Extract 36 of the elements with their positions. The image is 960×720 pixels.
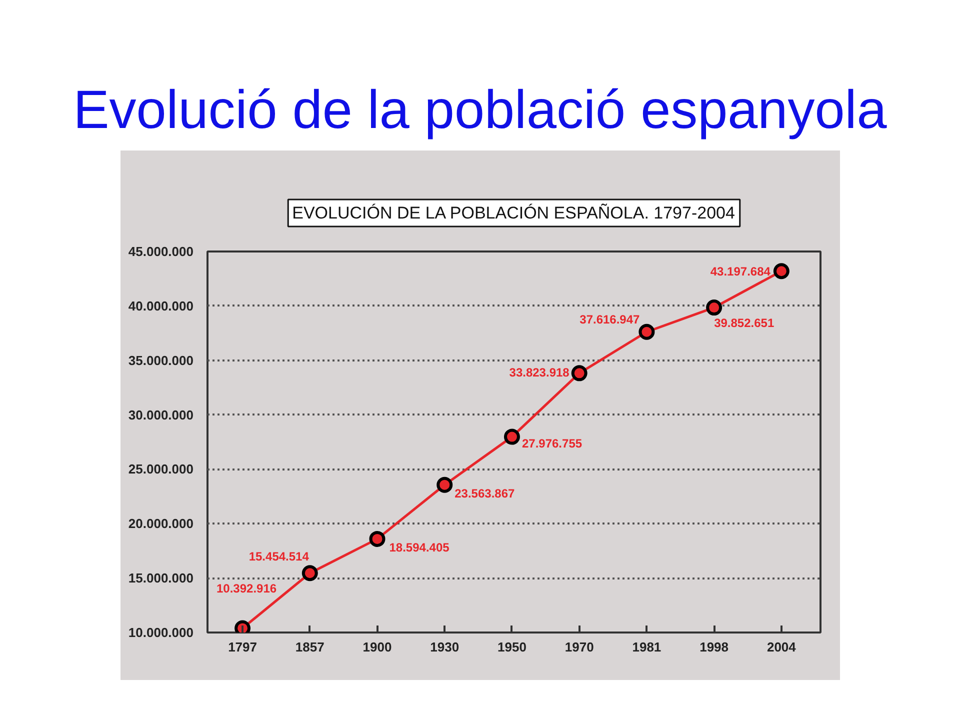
y-tick-label: 15.000.000 [128, 570, 194, 586]
data-label: 23.563.867 [454, 486, 515, 500]
data-label: 10.392.916 [216, 582, 277, 596]
y-tick-label: 35.000.000 [128, 352, 194, 368]
data-label: 18.594.405 [389, 540, 450, 554]
point [504, 428, 520, 445]
data-label: 39.852.651 [714, 316, 774, 330]
x-tick-label: 1900 [362, 640, 392, 654]
point [571, 365, 588, 382]
point [638, 324, 655, 340]
y-tick-label: 45.000.000 [128, 244, 194, 259]
data-label: 27.976.755 [522, 436, 582, 450]
data-label: 43.197.684 [710, 264, 771, 279]
point [369, 530, 386, 547]
y-tick-label: 40.000.000 [128, 298, 194, 314]
x-tick-label: 1930 [430, 640, 460, 654]
y-tick-label: 10.000.000 [128, 625, 194, 640]
x-tick-label: 1797 [228, 640, 257, 654]
data-label: 37.616.947 [580, 312, 640, 326]
x-tick-label: 1981 [632, 640, 662, 654]
point [706, 300, 722, 316]
x-tick-label: 1970 [564, 640, 594, 654]
data-label: 33.823.918 [509, 366, 570, 380]
data-label: 15.454.514 [248, 550, 310, 564]
y-tick-label: 20.000.000 [128, 516, 194, 532]
y-tick-label: 25.000.000 [128, 462, 194, 477]
point [436, 476, 453, 493]
point [773, 263, 790, 280]
point [302, 565, 318, 582]
x-tick-label: 2004 [766, 640, 797, 654]
x-tick-label: 1950 [498, 640, 526, 654]
chart-subtitle: EVOLUCIÓN DE LA POBLACIÓN ESPAÑOLA. 1797-2004 [292, 204, 735, 222]
chart-title: Evolució de la població espanyola [73, 80, 887, 140]
x-tick-label: 1998 [700, 640, 729, 654]
y-tick-label: 30.000.000 [128, 407, 194, 422]
x-tick-label: 1857 [295, 640, 324, 654]
